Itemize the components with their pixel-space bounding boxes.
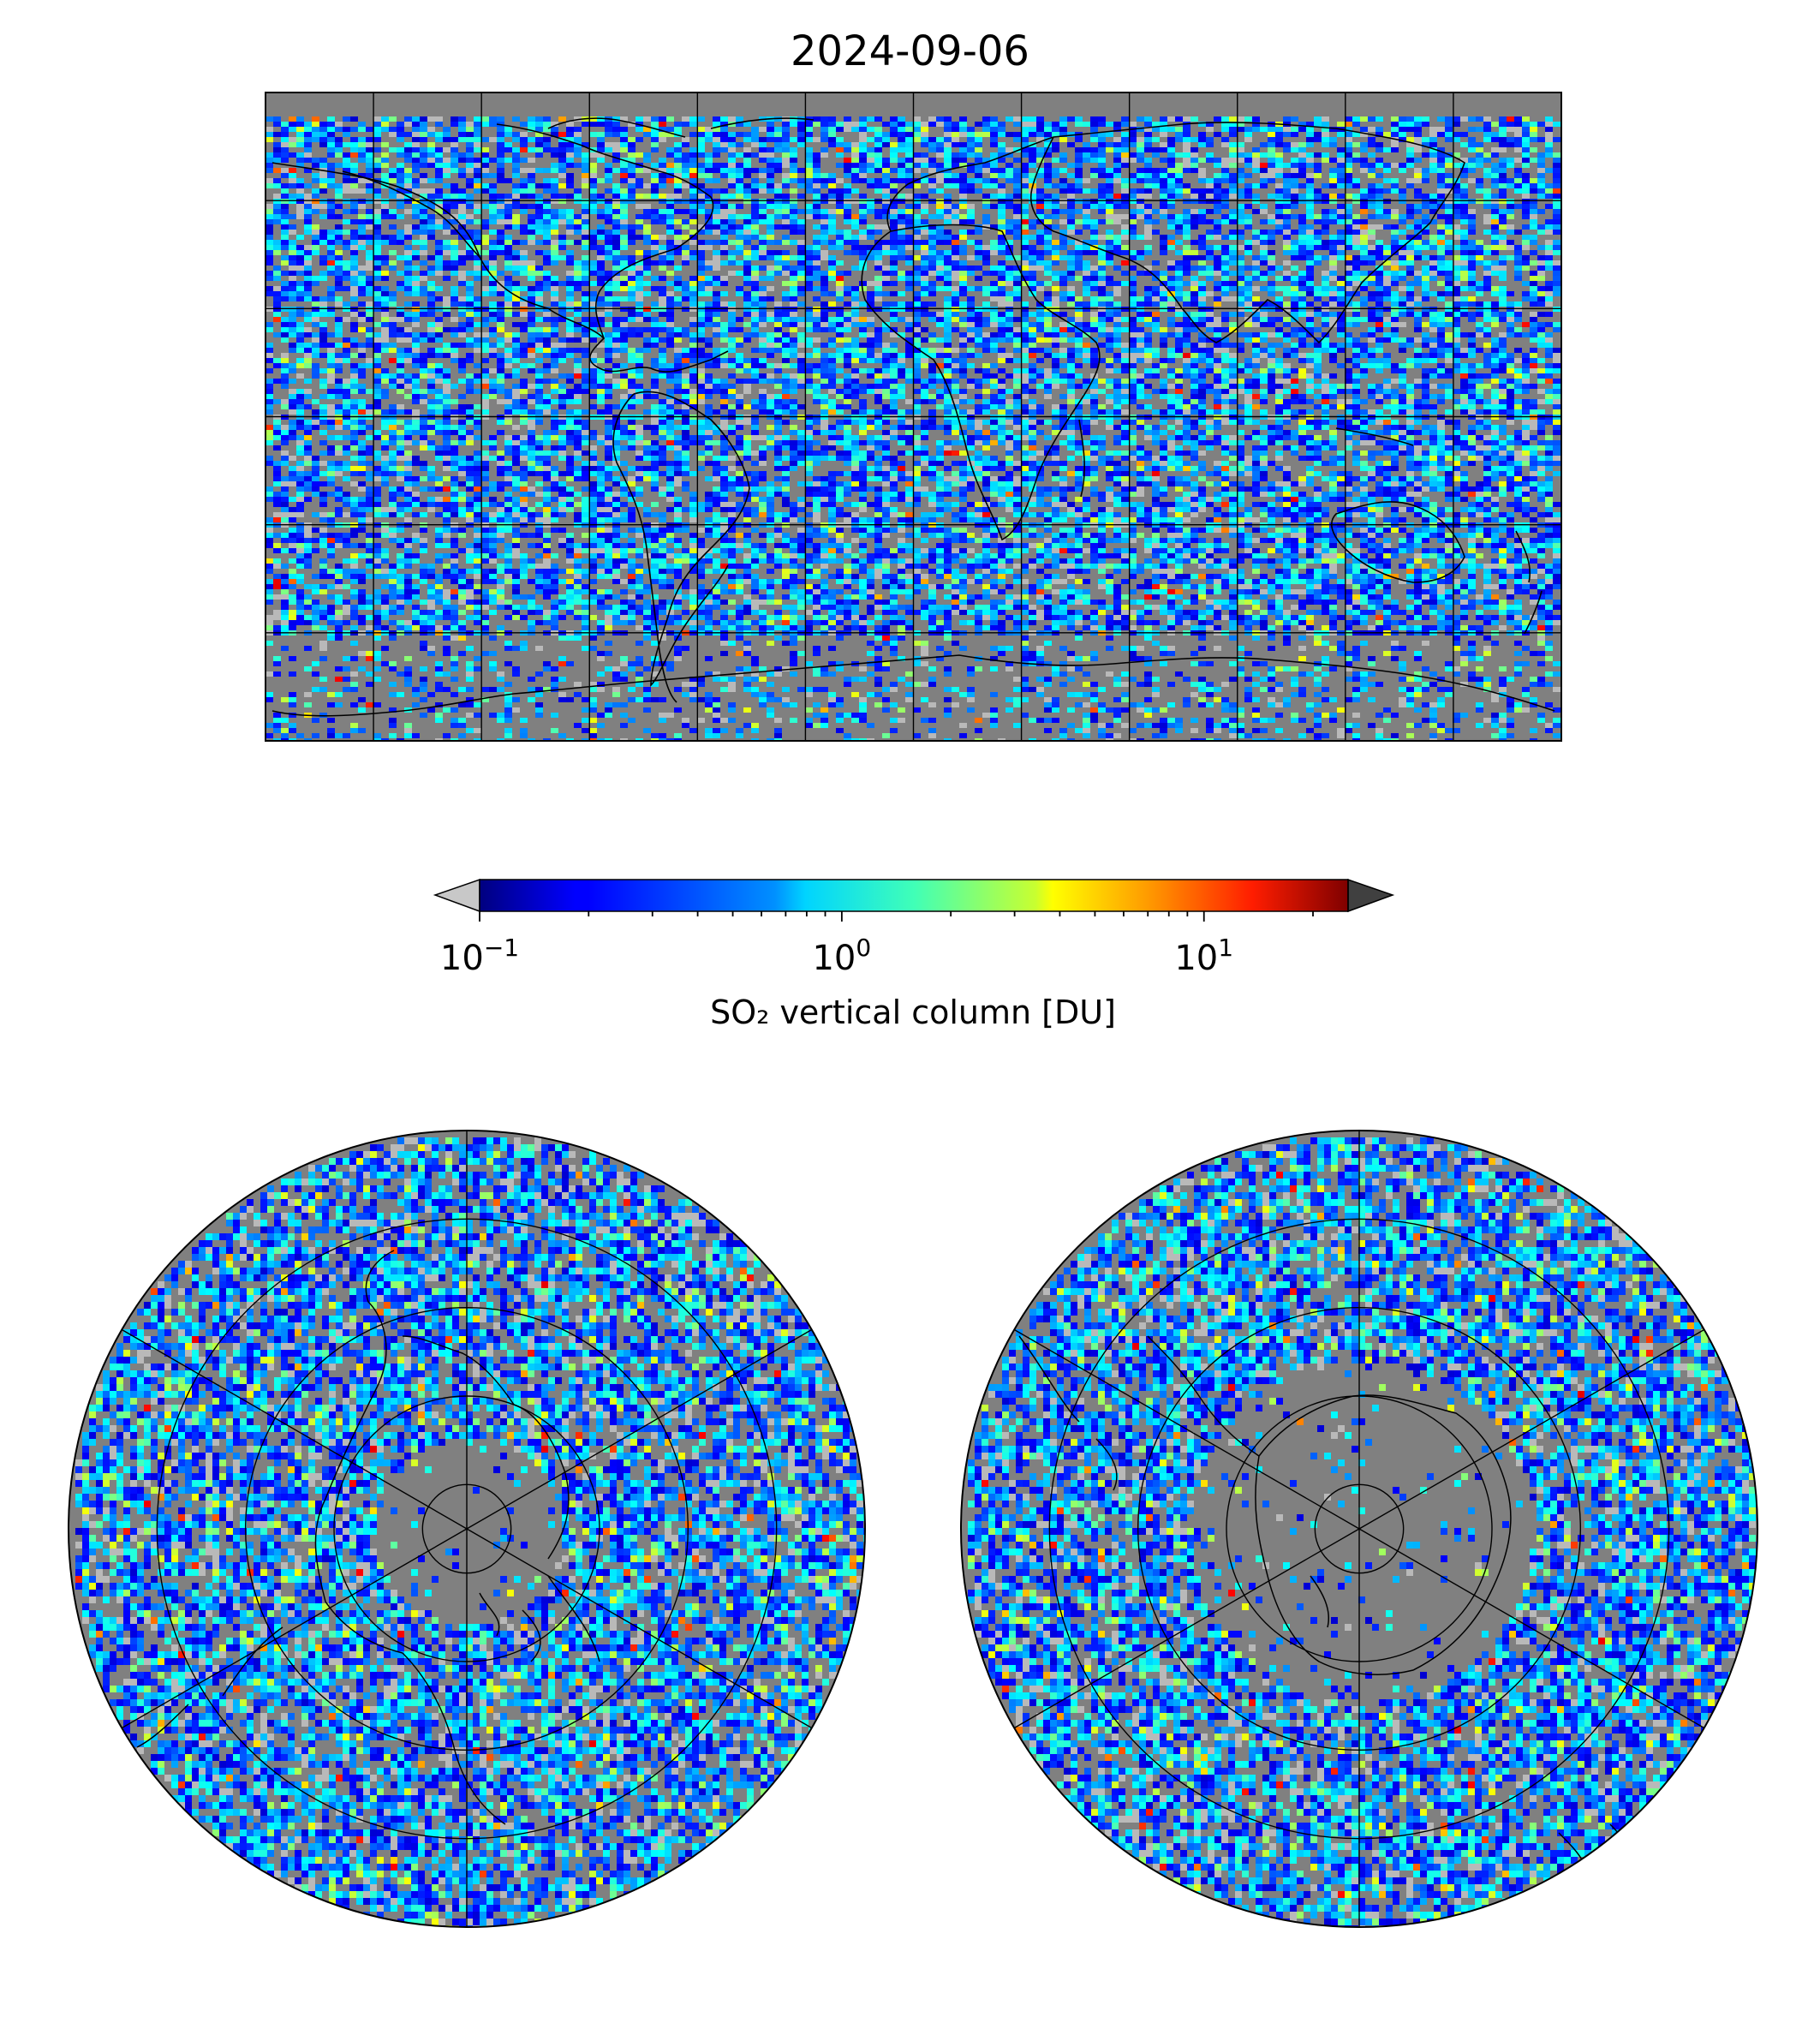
north-polar-coastlines: [136, 1250, 600, 1825]
north-polar-gridlines: [121, 1131, 813, 1927]
global-coastlines: [272, 117, 1555, 717]
colorbar-gradient: [480, 880, 1348, 911]
global-map-frame: [265, 92, 1562, 742]
south-polar-gridlines: [1013, 1131, 1705, 1927]
south-polar-map: [960, 1130, 1758, 1928]
north-polar-so2-field: [75, 1137, 865, 1927]
colorbar-tick-label: 100: [812, 934, 871, 978]
colorbar-tick-labels: 10−1 100 101: [440, 934, 1233, 978]
global-map: [265, 92, 1562, 742]
colorbar-ticks: [479, 911, 1314, 922]
south-polar-frame: [960, 1130, 1758, 1928]
colorbar-label: SO₂ vertical column [DU]: [710, 994, 1116, 1031]
map-title: 2024-09-06: [0, 27, 1820, 75]
colorbar-tick-label: 101: [1174, 934, 1233, 978]
colorbar-outline: [479, 879, 1349, 912]
colorbar-tick-label: 10−1: [440, 934, 519, 978]
north-polar-map: [68, 1130, 866, 1928]
global-so2-field: [266, 116, 1561, 741]
north-polar-frame: [68, 1130, 866, 1928]
colorbar-over-extension: [1347, 878, 1395, 913]
south-polar-so2-field: [968, 1137, 1757, 1927]
global-gridlines: [266, 92, 1561, 741]
colorbar: 10−1 100 101 SO₂ vertical column [DU]: [433, 878, 1395, 1031]
colorbar-under-extension: [433, 878, 480, 913]
